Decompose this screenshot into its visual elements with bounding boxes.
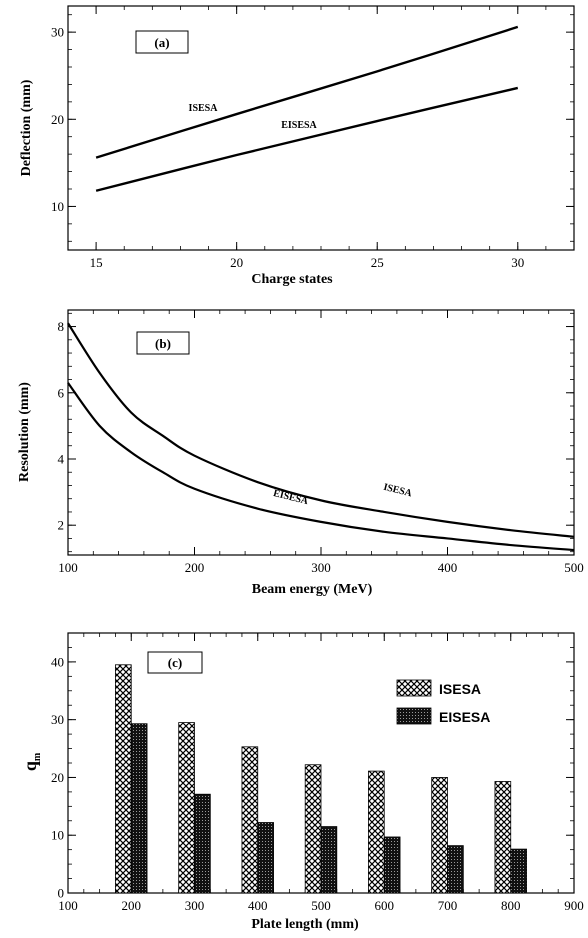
- panel-b-x-tick-label: 100: [58, 560, 78, 575]
- panel-b-ticks: 100 200 300 400 500 2 4 6 8: [58, 310, 584, 575]
- panel-b-label-box: [136, 331, 190, 355]
- panel-a-label: (a): [154, 35, 169, 50]
- panel-b-y-tick-label: 6: [58, 385, 65, 400]
- panel-b-lines: [67, 322, 575, 552]
- panel-c-x-tick-label: 400: [248, 898, 268, 913]
- panel-c-bar-isesa: [304, 764, 322, 894]
- panel-c-y-tick-label: 0: [58, 886, 65, 901]
- panel-c-y-tick-label: 20: [51, 770, 64, 785]
- panel-c-y-axis-label-main: q: [20, 761, 40, 771]
- panel-b-x-tick-label: 500: [564, 560, 584, 575]
- panel-c-bar-isesa: [178, 722, 195, 894]
- panel-a-y-tick-label: 20: [51, 112, 64, 127]
- panel-c-bar-isesa: [241, 746, 259, 894]
- panel-b-line-isesa: [67, 322, 575, 538]
- panel-a-line-eisesa: [95, 86, 519, 192]
- panel-a-y-tick-label: 10: [51, 199, 64, 214]
- legend-label-isesa: ISESA: [439, 681, 481, 697]
- panel-b-line-eisesa: [67, 382, 575, 552]
- panel-c-bar-eisesa: [194, 793, 211, 894]
- panel-a-x-tick-label: 25: [371, 255, 384, 270]
- panel-a-deflection-chart: 15 20 25 30 10 20 30 (a) ISESA EISESA Charge s…: [19, 5, 575, 287]
- panel-a-y-axis-label: Deflection (mm): [19, 79, 34, 176]
- panel-c-y-tick-label: 10: [51, 828, 64, 843]
- panel-c-label-box: [147, 651, 203, 674]
- panel-c-x-tick-label: 900: [564, 898, 584, 913]
- panel-c-label: (c): [168, 655, 182, 670]
- panel-a-label-box: [135, 30, 189, 54]
- legend: ISESA EISESA: [396, 679, 490, 725]
- panel-b-x-tick-label: 200: [185, 560, 205, 575]
- panel-c-bar-eisesa: [447, 845, 464, 894]
- panel-c-bar-isesa: [431, 777, 448, 894]
- panel-c-y-tick-label: 40: [51, 654, 64, 669]
- panel-a-series-label-eisesa: EISESA: [281, 120, 317, 131]
- panel-a-x-tick-label: 30: [511, 255, 524, 270]
- panel-b-label: (b): [155, 336, 171, 351]
- panel-b-resolution-chart: 100 200 300 400 500 2 4 6 8 (b) ISESA EISESA Bea…: [17, 309, 584, 597]
- panel-b-y-tick-label: 2: [58, 518, 65, 533]
- panel-c-bars: [115, 664, 527, 894]
- panel-a-series-label-isesa: ISESA: [189, 103, 219, 114]
- panel-c-x-tick-label: 100: [58, 898, 78, 913]
- panel-b-series-label-eisesa: EISESA: [272, 488, 310, 507]
- panel-c-y-tick-label: 30: [51, 712, 64, 727]
- panel-c-x-tick-label: 500: [311, 898, 331, 913]
- panel-c-qm-bar-chart: 100 200 300 400 500 600 700 800 900 0 10 20 30 40 (c)…: [20, 632, 584, 932]
- panel-a-line-isesa: [95, 25, 519, 159]
- panel-c-bar-eisesa: [130, 723, 148, 894]
- panel-c-x-tick-label: 200: [122, 898, 142, 913]
- panel-b-y-axis-label: Resolution (mm): [17, 382, 32, 482]
- panel-a-ticks: 15 20 25 30 10 20 30: [51, 6, 575, 270]
- panel-a-y-tick-label: 30: [51, 25, 64, 40]
- panel-b-series-label-isesa: ISESA: [382, 482, 413, 500]
- panel-c-bar-eisesa: [320, 826, 338, 894]
- panel-a-x-tick-label: 15: [90, 255, 103, 270]
- panel-c-bar-eisesa: [510, 848, 527, 894]
- panel-a-x-tick-label: 20: [230, 255, 243, 270]
- panel-c-x-tick-label: 600: [375, 898, 395, 913]
- panel-b-x-tick-label: 300: [311, 560, 331, 575]
- panel-a-x-axis-label: Charge states: [251, 272, 333, 287]
- panel-b-x-tick-label: 400: [438, 560, 458, 575]
- panel-c-bar-isesa: [115, 664, 132, 894]
- legend-swatch-isesa: [396, 679, 432, 697]
- panel-b-y-tick-label: 4: [58, 451, 65, 466]
- panel-c-x-tick-label: 800: [501, 898, 521, 913]
- panel-c-bar-isesa: [368, 770, 385, 894]
- panel-b-y-tick-label: 8: [58, 319, 65, 334]
- panel-c-x-axis-label: Plate length (mm): [251, 917, 359, 932]
- panel-c-ticks: 100 200 300 400 500 600 700 800 900 0 10 20 30 40: [51, 632, 584, 913]
- panel-c-bar-eisesa: [257, 822, 274, 894]
- panel-c-x-tick-label: 700: [438, 898, 458, 913]
- panel-c-bar-eisesa: [383, 836, 401, 894]
- legend-label-eisesa: EISESA: [439, 709, 490, 725]
- panel-c-bar-isesa: [494, 781, 512, 894]
- legend-swatch-eisesa: [396, 707, 432, 725]
- panel-c-y-axis-label-sub: m: [32, 752, 43, 761]
- panel-c-x-tick-label: 300: [185, 898, 205, 913]
- panel-a-lines: [95, 25, 519, 192]
- panel-c-y-axis-label: qm: [20, 752, 43, 771]
- panel-b-x-axis-label: Beam energy (MeV): [252, 582, 373, 597]
